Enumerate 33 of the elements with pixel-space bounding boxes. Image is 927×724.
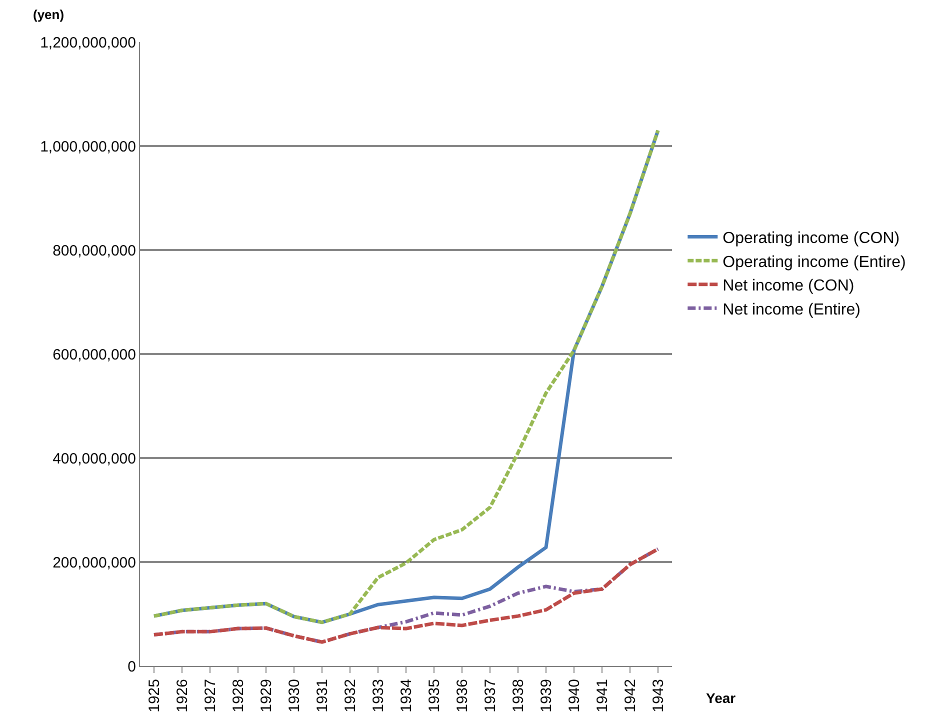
x-tick-label: 1928 xyxy=(230,679,247,712)
y-tick-label: 1,200,000,000 xyxy=(40,34,136,52)
y-tick-label: 400,000,000 xyxy=(52,450,136,468)
x-tick-label: 1929 xyxy=(258,679,275,712)
x-tick-label: 1927 xyxy=(202,679,219,712)
legend-label: Operating income (CON) xyxy=(722,230,900,248)
x-axis-title: Year xyxy=(706,690,736,706)
y-tick-label: 0 xyxy=(128,658,136,676)
x-tick-label: 1936 xyxy=(454,679,471,712)
y-axis-title: (yen) xyxy=(33,7,64,22)
x-tick-label: 1940 xyxy=(566,679,583,712)
x-tick-label: 1930 xyxy=(286,679,303,712)
x-tick-label: 1941 xyxy=(594,679,611,712)
x-tick-label: 1932 xyxy=(342,679,359,712)
x-tick-label: 1935 xyxy=(426,679,443,712)
x-tick-label: 1933 xyxy=(370,679,387,712)
x-tick-label: 1939 xyxy=(538,679,555,712)
x-tick-label: 1943 xyxy=(650,679,667,712)
legend-label: Net income (Entire) xyxy=(722,301,860,318)
x-tick-label: 1937 xyxy=(482,679,499,712)
x-tick-label: 1938 xyxy=(510,679,527,712)
y-tick-label: 800,000,000 xyxy=(52,242,136,260)
y-tick-label: 600,000,000 xyxy=(52,346,136,364)
legend-label: Operating income (Entire) xyxy=(722,254,906,271)
y-tick-label: 1,000,000,000 xyxy=(40,138,136,156)
x-tick-label: 1925 xyxy=(146,679,163,712)
x-tick-label: 1942 xyxy=(622,679,639,712)
x-tick-label: 1931 xyxy=(314,679,331,712)
legend-label: Net income (CON) xyxy=(722,278,854,295)
line-series xyxy=(152,547,660,644)
y-tick-label: 200,000,000 xyxy=(52,554,136,572)
x-tick-label: 1926 xyxy=(174,679,191,712)
x-tick-label: 1934 xyxy=(398,679,415,712)
